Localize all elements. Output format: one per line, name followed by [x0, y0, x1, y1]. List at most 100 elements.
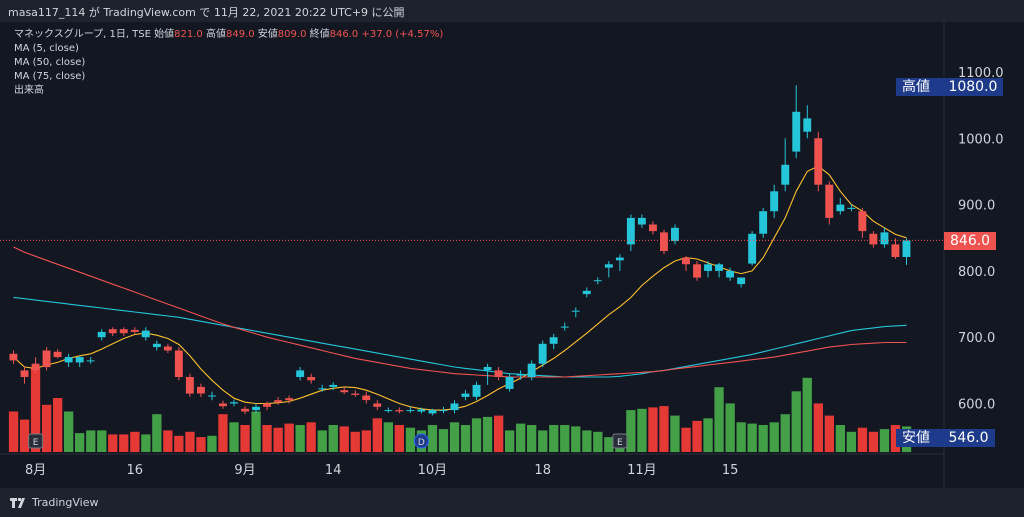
last-label-value: 846.0 [950, 233, 991, 249]
high-price-label: 高値 1080.0 [896, 78, 1004, 96]
candle-body [219, 403, 227, 407]
moving-averages [13, 165, 907, 411]
candle-body [748, 233, 757, 264]
ma-line-75 [13, 246, 907, 378]
candle-body [781, 164, 790, 185]
candle-body [726, 270, 734, 278]
volume-bar [42, 404, 52, 453]
candle-body [208, 395, 216, 397]
volume-bar [593, 431, 603, 453]
candle-body [141, 330, 150, 338]
candle-body [20, 370, 29, 377]
volume-bar [879, 429, 890, 453]
volume-bar [725, 403, 735, 452]
volume-bar [471, 418, 482, 453]
legend-indicator-ma5[interactable]: MA (5, close) [14, 43, 79, 54]
earnings-marker [28, 433, 44, 449]
candle-body [880, 232, 889, 245]
volume-bar [538, 430, 548, 452]
candle-body [351, 393, 360, 395]
earnings-marker [612, 433, 628, 449]
candle-body [682, 257, 690, 265]
candle-body [494, 370, 503, 377]
volume-bar [747, 423, 757, 452]
time-tick-label: 15 [722, 463, 739, 478]
candle-body [803, 118, 812, 132]
candle-body [197, 386, 205, 394]
volume-bar [328, 425, 338, 452]
volume-bar [890, 425, 901, 452]
candle-body [296, 370, 305, 377]
volume-bar [163, 430, 173, 452]
candle-body [53, 351, 62, 358]
volume-bar [560, 425, 570, 452]
candle-body [792, 111, 801, 152]
legend-ohlc-row: マネックスグループ, 1日, TSE 始値821.0 高値849.0 安値809… [14, 28, 443, 42]
high-label-value: 1080.0 [948, 79, 998, 95]
legend-indicator-volume[interactable]: 出来高 [14, 85, 44, 96]
candle-body [119, 329, 128, 334]
legend-close-label: 終値 [309, 29, 330, 40]
candle-body [505, 377, 514, 389]
candle-body [395, 410, 404, 412]
tradingview-brand[interactable]: TradingView [10, 496, 98, 509]
candle-body [858, 211, 867, 232]
low-price-label: 安値 546.0 [896, 429, 995, 447]
volume-bar [670, 415, 680, 453]
dividend-marker [413, 433, 429, 449]
candle-body [307, 377, 316, 381]
candle-body [86, 360, 95, 362]
legend-indicator-ma50[interactable]: MA (50, close) [14, 57, 86, 68]
candle-body [527, 363, 536, 377]
candle-body [538, 343, 547, 364]
candle-body [373, 403, 382, 407]
volume-bar [824, 415, 834, 453]
legend-low-label: 安値 [257, 29, 278, 40]
time-tick-label: 10月 [418, 463, 448, 478]
candle-body [439, 410, 448, 412]
volume-bar [791, 391, 801, 453]
candle-body [649, 224, 657, 232]
volume-bar [86, 430, 96, 452]
candle-body [615, 257, 624, 261]
price-tick-label: 600.0 [958, 398, 995, 413]
candle-body [814, 138, 823, 185]
candle-body [869, 233, 878, 245]
volume-bar [361, 430, 371, 452]
candle-body [230, 402, 238, 404]
volume-bar [317, 430, 327, 452]
candle-body [384, 410, 393, 412]
candle-body [174, 350, 183, 377]
time-tick-label: 16 [127, 463, 144, 478]
time-axis: 8月 16 9月 14 10月 18 11月 15 [25, 463, 738, 478]
chart-canvas[interactable]: 600.0 700.0 800.0 900.0 1000.0 1100.0 8月 16 9月 1… [0, 22, 1024, 488]
candle-body [516, 374, 525, 376]
price-tick-label: 800.0 [958, 265, 995, 280]
candle-body [318, 388, 327, 390]
volume-bar [273, 427, 283, 452]
candle-body [715, 264, 723, 271]
legend-open-label: 始値 [154, 29, 175, 40]
candle-body [362, 395, 371, 401]
legend-indicator-ma75[interactable]: MA (75, close) [14, 71, 86, 82]
candle-body [9, 353, 18, 361]
volume-bar [758, 425, 768, 452]
footer-bar: TradingView [0, 488, 1024, 517]
low-label-text: 安値 [902, 430, 930, 446]
volume-bar [19, 419, 30, 452]
time-tick-label: 11月 [627, 463, 657, 478]
candle-body [847, 207, 856, 209]
volume-bar [218, 414, 228, 452]
price-tick-label: 700.0 [958, 331, 995, 346]
volume-bar [681, 427, 691, 452]
volume-bar [53, 398, 63, 452]
volume-bar [119, 434, 129, 452]
event-marker-label: E [617, 438, 623, 448]
volume-bar [196, 437, 206, 452]
volume-bar [769, 422, 779, 452]
volume-bar [648, 407, 658, 452]
time-tick-label: 14 [325, 463, 342, 478]
volume-bar [262, 425, 272, 452]
time-tick-label: 8月 [25, 463, 46, 478]
